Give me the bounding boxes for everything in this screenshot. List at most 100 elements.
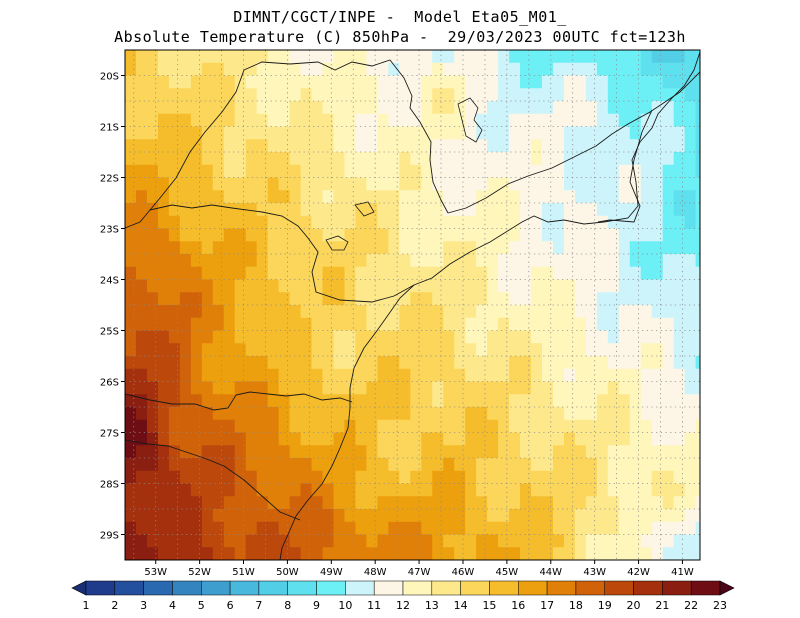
temperature-cell (125, 419, 137, 434)
temperature-cell (212, 241, 225, 255)
temperature-cell (465, 126, 477, 140)
temperature-cell (223, 113, 236, 128)
temperature-cell (552, 509, 565, 523)
temperature-cell (410, 139, 422, 153)
temperature-cell (443, 241, 455, 255)
temperature-cell (267, 317, 280, 332)
temperature-cell (201, 50, 214, 64)
temperature-cell (135, 381, 148, 395)
temperature-cell (377, 113, 389, 128)
temperature-cell (179, 75, 192, 89)
temperature-cell (355, 152, 368, 166)
temperature-cell (125, 50, 137, 64)
temperature-cell (311, 113, 324, 128)
temperature-cell (366, 50, 378, 64)
temperature-cell (454, 483, 466, 497)
state-border-ms-sp (149, 69, 245, 211)
temperature-cell (432, 88, 444, 102)
state-border-mg-rj (447, 71, 700, 214)
temperature-cell (509, 521, 521, 536)
temperature-cell (168, 50, 181, 64)
temperature-cell (563, 521, 576, 536)
temperature-cell (629, 496, 642, 510)
longitude-label: 52W (188, 567, 211, 578)
temperature-cell (366, 470, 378, 485)
temperature-cell (673, 279, 686, 293)
temperature-cell (443, 509, 455, 523)
temperature-cell (695, 50, 700, 64)
temperature-cell (662, 177, 675, 191)
temperature-cell (585, 407, 598, 421)
temperature-cell (311, 470, 324, 485)
temperature-cell (695, 305, 700, 319)
temperature-cell (454, 292, 466, 306)
temperature-cell (333, 279, 346, 293)
temperature-cell (465, 254, 477, 268)
temperature-cell (289, 305, 302, 319)
temperature-cell (476, 139, 488, 153)
temperature-cell (135, 203, 148, 217)
temperature-cell (190, 356, 203, 370)
temperature-cell (629, 50, 642, 64)
temperature-cell (541, 177, 554, 191)
temperature-cell (267, 215, 280, 230)
temperature-cell (322, 279, 335, 293)
temperature-cell (399, 343, 411, 357)
temperature-cell (585, 330, 598, 344)
temperature-cell (618, 113, 631, 128)
temperature-cell (410, 101, 422, 115)
temperature-cell (443, 203, 455, 217)
temperature-cell (520, 368, 532, 383)
temperature-cell (531, 113, 543, 128)
temperature-cell (234, 521, 247, 536)
temperature-cell (410, 203, 422, 217)
temperature-cell (629, 254, 642, 268)
temperature-cell (509, 317, 521, 332)
temperature-cell (574, 407, 587, 421)
temperature-cell (673, 88, 686, 102)
temperature-cell (640, 292, 653, 306)
temperature-cell (673, 266, 686, 281)
temperature-cell (311, 356, 324, 370)
temperature-cell (541, 432, 554, 446)
temperature-cell (640, 470, 653, 485)
temperature-cell (377, 215, 389, 230)
temperature-cell (443, 496, 455, 510)
temperature-cell (146, 330, 159, 344)
temperature-cell (234, 534, 247, 548)
temperature-cell (684, 419, 697, 434)
temperature-cell (344, 534, 357, 548)
temperature-cell (531, 470, 543, 485)
temperature-cell (125, 215, 137, 230)
temperature-cell (520, 547, 532, 560)
temperature-cell (432, 368, 444, 383)
temperature-cell (596, 381, 609, 395)
temperature-cell (673, 330, 686, 344)
temperature-cell (399, 509, 411, 523)
temperature-cell (629, 381, 642, 395)
temperature-cell (300, 88, 313, 102)
temperature-cell (333, 419, 346, 434)
temperature-cell (245, 152, 258, 166)
temperature-cell (388, 241, 400, 255)
temperature-cell (574, 152, 587, 166)
temperature-cell (190, 470, 203, 485)
temperature-cell (421, 317, 433, 332)
temperature-cell (465, 228, 477, 242)
temperature-cell (695, 88, 700, 102)
temperature-cell (256, 177, 269, 191)
temperature-cell (432, 305, 444, 319)
temperature-cell (234, 254, 247, 268)
temperature-cell (410, 343, 422, 357)
temperature-cell (234, 203, 247, 217)
temperature-cell (300, 75, 313, 89)
temperature-cell (157, 547, 170, 560)
temperature-cell (135, 279, 148, 293)
temperature-cell (596, 228, 609, 242)
temperature-cell (300, 292, 313, 306)
temperature-cell (443, 126, 455, 140)
temperature-cell (651, 266, 664, 281)
temperature-cell (168, 470, 181, 485)
temperature-cell (355, 547, 368, 560)
temperature-cell (487, 356, 499, 370)
